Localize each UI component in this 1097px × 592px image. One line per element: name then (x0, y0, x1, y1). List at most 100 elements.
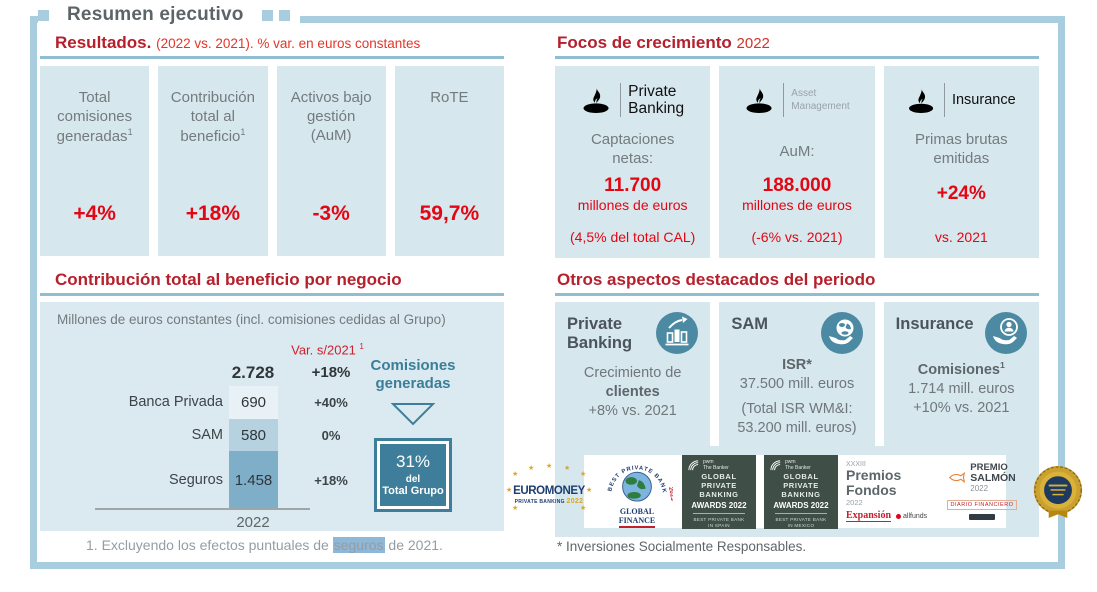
growth-rule (555, 56, 1039, 59)
svg-text:2023: 2023 (667, 487, 673, 502)
stat-card-rote: RoTE 59,7% (394, 66, 504, 256)
santander-flame-icon (583, 87, 609, 113)
salmon-fish-icon (949, 472, 966, 484)
logo-divider (620, 83, 622, 117)
highlight-title: Private Banking (567, 315, 633, 352)
growth-unit: millones de euros (742, 197, 852, 213)
highlight-box-insurance: Insurance Comisiones1 1.714 mill. euros … (883, 302, 1039, 448)
contribution-chart-panel: Millones de euros constantes (incl. comi… (40, 302, 504, 531)
highlight-box-sam: SAM ISR* 37.500 mill. euros (Total ISR W… (719, 302, 875, 448)
title-band: Resumen ejecutivo (38, 0, 300, 30)
stat-label: Activos bajo gestión (AuM) (290, 89, 372, 144)
stat-value: +4% (73, 202, 116, 225)
main-frame-border (30, 16, 1065, 569)
highlights-boxes-grid: Private Banking Crecimiento de clientes … (555, 302, 1039, 448)
chart-row-label-banca-privada: Banca Privada (128, 394, 223, 410)
growth-label: AuM: (779, 143, 815, 160)
bar-segment-seguros: 1.458 (229, 451, 278, 510)
total-grupo-badge: 31% del Total Grupo (374, 438, 452, 512)
brand-logo: Private Banking (581, 79, 684, 121)
chart-total-value: 2.728 (231, 363, 275, 382)
euromoney-award-badge: ★ ★ ★ ★ ★ ★ ★ ★ ★ EUROMONEY PRIVATE BANK… (506, 462, 593, 512)
stat-value: +18% (185, 202, 241, 225)
bar-segment-banca-privada: 690 (229, 386, 278, 419)
globe-award-icon: BEST PRIVATE BANK AWARD 2023 (599, 451, 676, 502)
commissions-title: Comisiones generadas (370, 357, 456, 392)
highlight-title: Insurance (895, 315, 974, 333)
swirl-icon (770, 459, 781, 470)
stat-label: RoTE (430, 89, 469, 106)
badge-percent: 31% (395, 452, 431, 471)
decor-square-icon (38, 9, 49, 21)
highlight-box-private-banking: Private Banking Crecimiento de clientes … (555, 302, 711, 448)
stat-label: Contribución total al beneficio1 (170, 89, 255, 145)
pwm-banker-mexico-award-badge: pwm The Banker GLOBAL PRIVATE BANKING AW… (764, 454, 838, 529)
swirl-icon (688, 459, 699, 470)
page-title: Resumen ejecutivo (67, 4, 244, 25)
logo-divider (783, 83, 785, 117)
growth-label: Captaciones netas: (590, 131, 675, 167)
allfunds-dot-icon (896, 513, 902, 519)
highlights-heading: Otros aspectos destacados del periodo (557, 270, 876, 289)
brand-name: Insurance (951, 91, 1016, 108)
highlighted-word: seguros (332, 537, 385, 553)
chart-var-sam: 0% (321, 428, 341, 443)
highlight-body: Comisiones1 1.714 mill. euros +10% vs. 2… (908, 360, 1015, 416)
results-heading: Resultados. (2022 vs. 2021). % var. en e… (55, 33, 420, 53)
growth-heading: Focos de crecimiento 2022 (557, 33, 770, 53)
highlights-rule (555, 293, 1039, 296)
growth-chart-icon (656, 312, 699, 354)
growth-value: 11.700 (604, 175, 662, 196)
highlight-body: Crecimiento de clientes +8% vs. 2021 (583, 365, 682, 419)
stat-card-beneficio: Contribución total al beneficio1 +18% (158, 66, 268, 256)
contribution-rule (40, 293, 504, 296)
stat-value: -3% (312, 202, 350, 225)
highlight-body: ISR* 37.500 mill. euros (Total ISR WM&I:… (737, 357, 857, 436)
publisher-mark-icon (969, 513, 995, 520)
awards-strip: ★ ★ ★ ★ ★ ★ ★ ★ ★ EUROMONEY PRIVATE BANK… (506, 446, 1083, 537)
hand-person-icon (984, 312, 1027, 354)
stat-label: Total comisiones generadas1 (56, 89, 133, 145)
chart-row-label-sam: SAM (191, 427, 223, 443)
brand-logo: Asset Management (744, 79, 850, 121)
chart-var-seguros: +18% (314, 473, 348, 488)
euromoney-sub: PRIVATE BANKING 2022 (514, 497, 584, 505)
decor-square-icon (278, 9, 290, 21)
allfunds-logo: allfunds (896, 513, 927, 520)
decor-square-icon (261, 9, 273, 21)
highlight-title: SAM (731, 315, 768, 333)
growth-box-private-banking: Private Banking Captaciones netas: 11.70… (555, 66, 711, 258)
premios-fondos-award-badge: XXXIII Premios Fondos 2022 Expansión all… (846, 460, 928, 523)
global-finance-award-badge: BEST PRIVATE BANK AWARD 2023 GLOBAL FINA… (599, 451, 676, 528)
stat-card-comisiones: Total comisiones generadas1 +4% (40, 66, 150, 256)
stat-card-aum: Activos bajo gestión (AuM) -3% (276, 66, 386, 256)
diario-financiero-label: DIARIO FINANCIERO (946, 499, 1018, 510)
growth-note: (-6% vs. 2021) (751, 229, 843, 245)
results-rule (40, 56, 504, 59)
growth-heading-bold: Focos de crecimiento (557, 33, 732, 52)
growth-unit: millones de euros (577, 197, 688, 213)
growth-box-insurance: Insurance Primas brutas emitidas +24% vs… (883, 66, 1039, 258)
awards-row: ★ ★ ★ ★ ★ ★ ★ ★ ★ EUROMONEY PRIVATE BANK… (506, 451, 1083, 529)
santander-flame-icon (746, 87, 772, 113)
brand-name: Private Banking (628, 82, 685, 117)
chart-var-header: Var. s/2021 1 (291, 342, 364, 358)
chart-row-label-seguros: Seguros (168, 472, 223, 488)
brand-name: Asset Management (791, 87, 850, 113)
pwm-banker-spain-award-badge: pwm The Banker GLOBAL PRIVATE BANKING AW… (682, 454, 756, 529)
hand-globe-icon (820, 312, 863, 354)
results-heading-bold: Resultados. (55, 33, 152, 52)
footnote-left: 1. Excluyendo los efectos puntuales de s… (86, 537, 443, 553)
bar-segment-sam: 580 (229, 419, 278, 451)
brand-logo: Insurance (907, 79, 1016, 121)
growth-boxes-grid: Private Banking Captaciones netas: 11.70… (555, 66, 1039, 258)
premio-salmon-award-badge: PREMIO SALMÓN 2022 DIARIO FINANCIERO (940, 463, 1024, 520)
chart-total-var: +18% (311, 364, 351, 381)
santander-flame-icon (909, 87, 934, 113)
triangle-down-icon (390, 403, 436, 426)
chart-x-axis (95, 508, 310, 510)
growth-note: (4,5% del total CAL) (570, 229, 696, 245)
stat-value: 59,7% (419, 202, 480, 225)
growth-note: vs. 2021 (934, 229, 988, 245)
